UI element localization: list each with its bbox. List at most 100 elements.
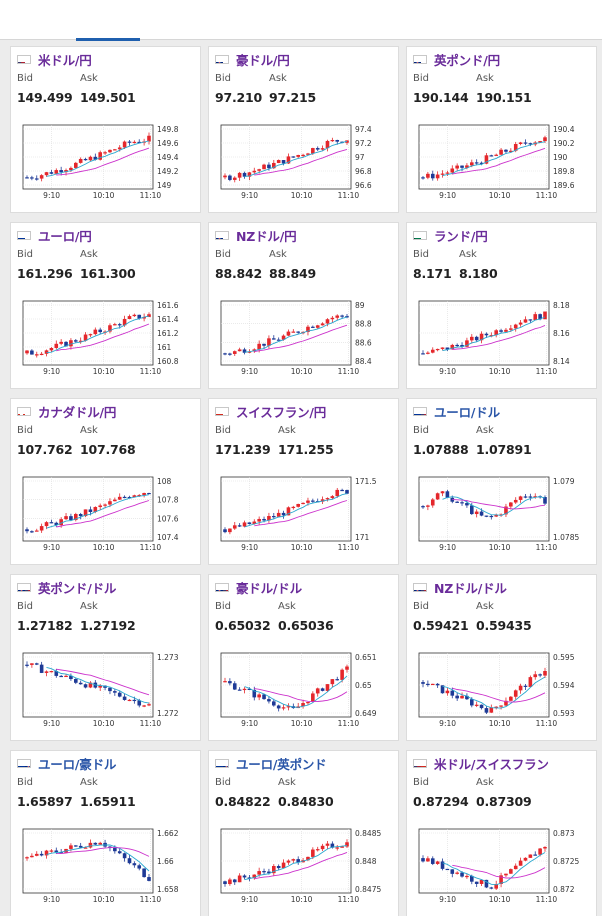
pair-name[interactable]: ユーロ/ドル (434, 405, 500, 420)
candle-body (533, 496, 538, 498)
rate-card[interactable]: 豪ドル/円 Bid Ask 97.210 97.215 97.4 97.2 97 96.8 96.… (208, 46, 399, 213)
pair-name[interactable]: ユーロ/円 (38, 229, 92, 244)
tab-2[interactable] (76, 0, 140, 41)
rate-card[interactable]: カナダドル/円 Bid Ask 107.762 107.768 108 107.8 107.6… (10, 398, 201, 565)
pair-name[interactable]: スイスフラン/円 (236, 405, 327, 420)
candle-body (98, 685, 102, 688)
tab-7[interactable] (424, 0, 490, 40)
candle-body (252, 170, 257, 173)
pair-name[interactable]: 豪ドル/円 (236, 53, 290, 68)
bid-value: 171.239 (215, 442, 271, 457)
ask-value: 0.59435 (476, 618, 532, 633)
moving-average-line (452, 324, 546, 350)
x-tick-label: 9:10 (439, 543, 456, 552)
rate-card[interactable]: NZドル/円 Bid Ask 88.842 88.849 89 88.8 88.6 88.4 9:… (208, 222, 399, 389)
rate-card[interactable]: 豪ドル/ドル Bid Ask 0.65032 0.65036 0.651 0.65 0.649… (208, 574, 399, 741)
rate-card[interactable]: NZドル/ドル Bid Ask 0.59421 0.59435 0.595 0.594 0.5… (406, 574, 597, 741)
candle-body (237, 349, 242, 352)
candle-body (335, 679, 340, 681)
y-tick-label: 149 (157, 181, 172, 190)
rate-card[interactable]: ユーロ/英ポンド Bid Ask 0.84822 0.84830 0.8485 0.848 0… (208, 750, 399, 916)
candle-body (489, 887, 494, 889)
candle-body (523, 857, 528, 861)
pair-name[interactable]: ランド/円 (434, 229, 488, 244)
x-tick-label: 10:10 (291, 543, 313, 552)
ch-jp-flag-icon (215, 407, 229, 416)
candle-body (59, 170, 63, 173)
pair-name[interactable]: NZドル/円 (236, 229, 297, 244)
mini-candlestick-chart: 1.662 1.66 1.658 9:10 10:10 11:10 (17, 823, 197, 913)
rate-card[interactable]: ユーロ/ドル Bid Ask 1.07888 1.07891 1.079 1.0785 9:1… (406, 398, 597, 565)
rate-card[interactable]: 米ドル/スイスフラン Bid Ask 0.87294 0.87309 0.873 0.872… (406, 750, 597, 916)
candle-body (117, 692, 122, 697)
pair-name[interactable]: ユーロ/豪ドル (38, 757, 117, 772)
pair-name[interactable]: 米ドル/スイスフラン (434, 757, 549, 772)
candle-body (78, 340, 83, 342)
candle-body (286, 156, 291, 164)
candle-body (25, 350, 29, 354)
candle-body (272, 338, 276, 340)
candle-body (122, 318, 127, 326)
rate-card[interactable]: スイスフラン/円 Bid Ask 171.239 171.255 171.5 171 9:10… (208, 398, 399, 565)
rate-card[interactable]: ユーロ/豪ドル Bid Ask 1.65897 1.65911 1.662 1.66 1.65… (10, 750, 201, 916)
pair-name[interactable]: 英ポンド/ドル (38, 581, 117, 596)
candle-body (59, 519, 63, 526)
candle-body (127, 496, 132, 499)
candle-body (306, 701, 310, 704)
y-tick-label: 0.65 (355, 681, 372, 690)
candle-body (445, 690, 450, 694)
candle-body (34, 530, 39, 532)
bid-value: 88.842 (215, 266, 263, 281)
candle-body (49, 347, 54, 351)
candle-body (523, 142, 528, 144)
pair-name[interactable]: ユーロ/英ポンド (236, 757, 327, 772)
tab-4[interactable] (216, 0, 280, 40)
rate-card[interactable]: 米ドル/円 Bid Ask 149.499 149.501 149.8 149.6 149.4… (10, 46, 201, 213)
bid-label: Bid (17, 73, 33, 84)
candle-body (460, 695, 464, 699)
rate-card[interactable]: 英ポンド/円 Bid Ask 190.144 190.151 190.4 190.2 190 1… (406, 46, 597, 213)
y-tick-label: 108 (157, 477, 172, 486)
bid-label: Bid (413, 601, 429, 612)
candle-body (147, 135, 151, 142)
pair-name[interactable]: カナダドル/円 (38, 405, 117, 420)
candle-body (320, 323, 325, 326)
pair-name[interactable]: 英ポンド/円 (434, 53, 500, 68)
tab-6[interactable] (356, 0, 416, 40)
tab-5[interactable] (282, 0, 360, 40)
candle-body (306, 326, 310, 333)
candle-body (267, 699, 271, 702)
candle-body (39, 664, 44, 673)
rate-card[interactable]: 英ポンド/ドル Bid Ask 1.27182 1.27192 1.273 1.272 9:1… (10, 574, 201, 741)
candle-body (435, 861, 440, 864)
moving-average-line (56, 147, 150, 176)
candle-body (122, 141, 127, 148)
candle-body (262, 871, 266, 873)
pair-name[interactable]: NZドル/ドル (434, 581, 507, 596)
candle-body (93, 329, 98, 335)
ask-value: 1.27192 (80, 618, 136, 633)
tab-1[interactable] (0, 0, 50, 40)
candle-body (435, 174, 440, 179)
candle-body (513, 324, 518, 329)
candle-body (330, 843, 335, 848)
candle-body (325, 140, 330, 149)
candle-body (127, 316, 132, 319)
x-tick-label: 9:10 (43, 543, 60, 552)
mini-candlestick-chart: 1.273 1.272 9:10 10:10 11:10 (17, 647, 197, 737)
ask-label: Ask (278, 601, 296, 612)
pair-name[interactable]: 豪ドル/ドル (236, 581, 302, 596)
candle-body (533, 854, 538, 856)
rate-card[interactable]: ランド/円 Bid Ask 8.171 8.180 8.18 8.16 8.14 9:10 10:… (406, 222, 597, 389)
y-tick-label: 171.5 (355, 477, 377, 486)
x-tick-label: 9:10 (241, 367, 258, 376)
y-tick-label: 1.658 (157, 885, 179, 894)
rate-card[interactable]: ユーロ/円 Bid Ask 161.296 161.300 161.6 161.4 161.2… (10, 222, 201, 389)
pair-name[interactable]: 米ドル/円 (38, 53, 92, 68)
y-tick-label: 190 (553, 153, 568, 162)
candle-body (113, 691, 117, 693)
tab-3[interactable] (150, 0, 216, 40)
candle-body (44, 350, 49, 354)
tab-8[interactable] (490, 0, 554, 40)
x-tick-label: 10:10 (489, 719, 511, 728)
